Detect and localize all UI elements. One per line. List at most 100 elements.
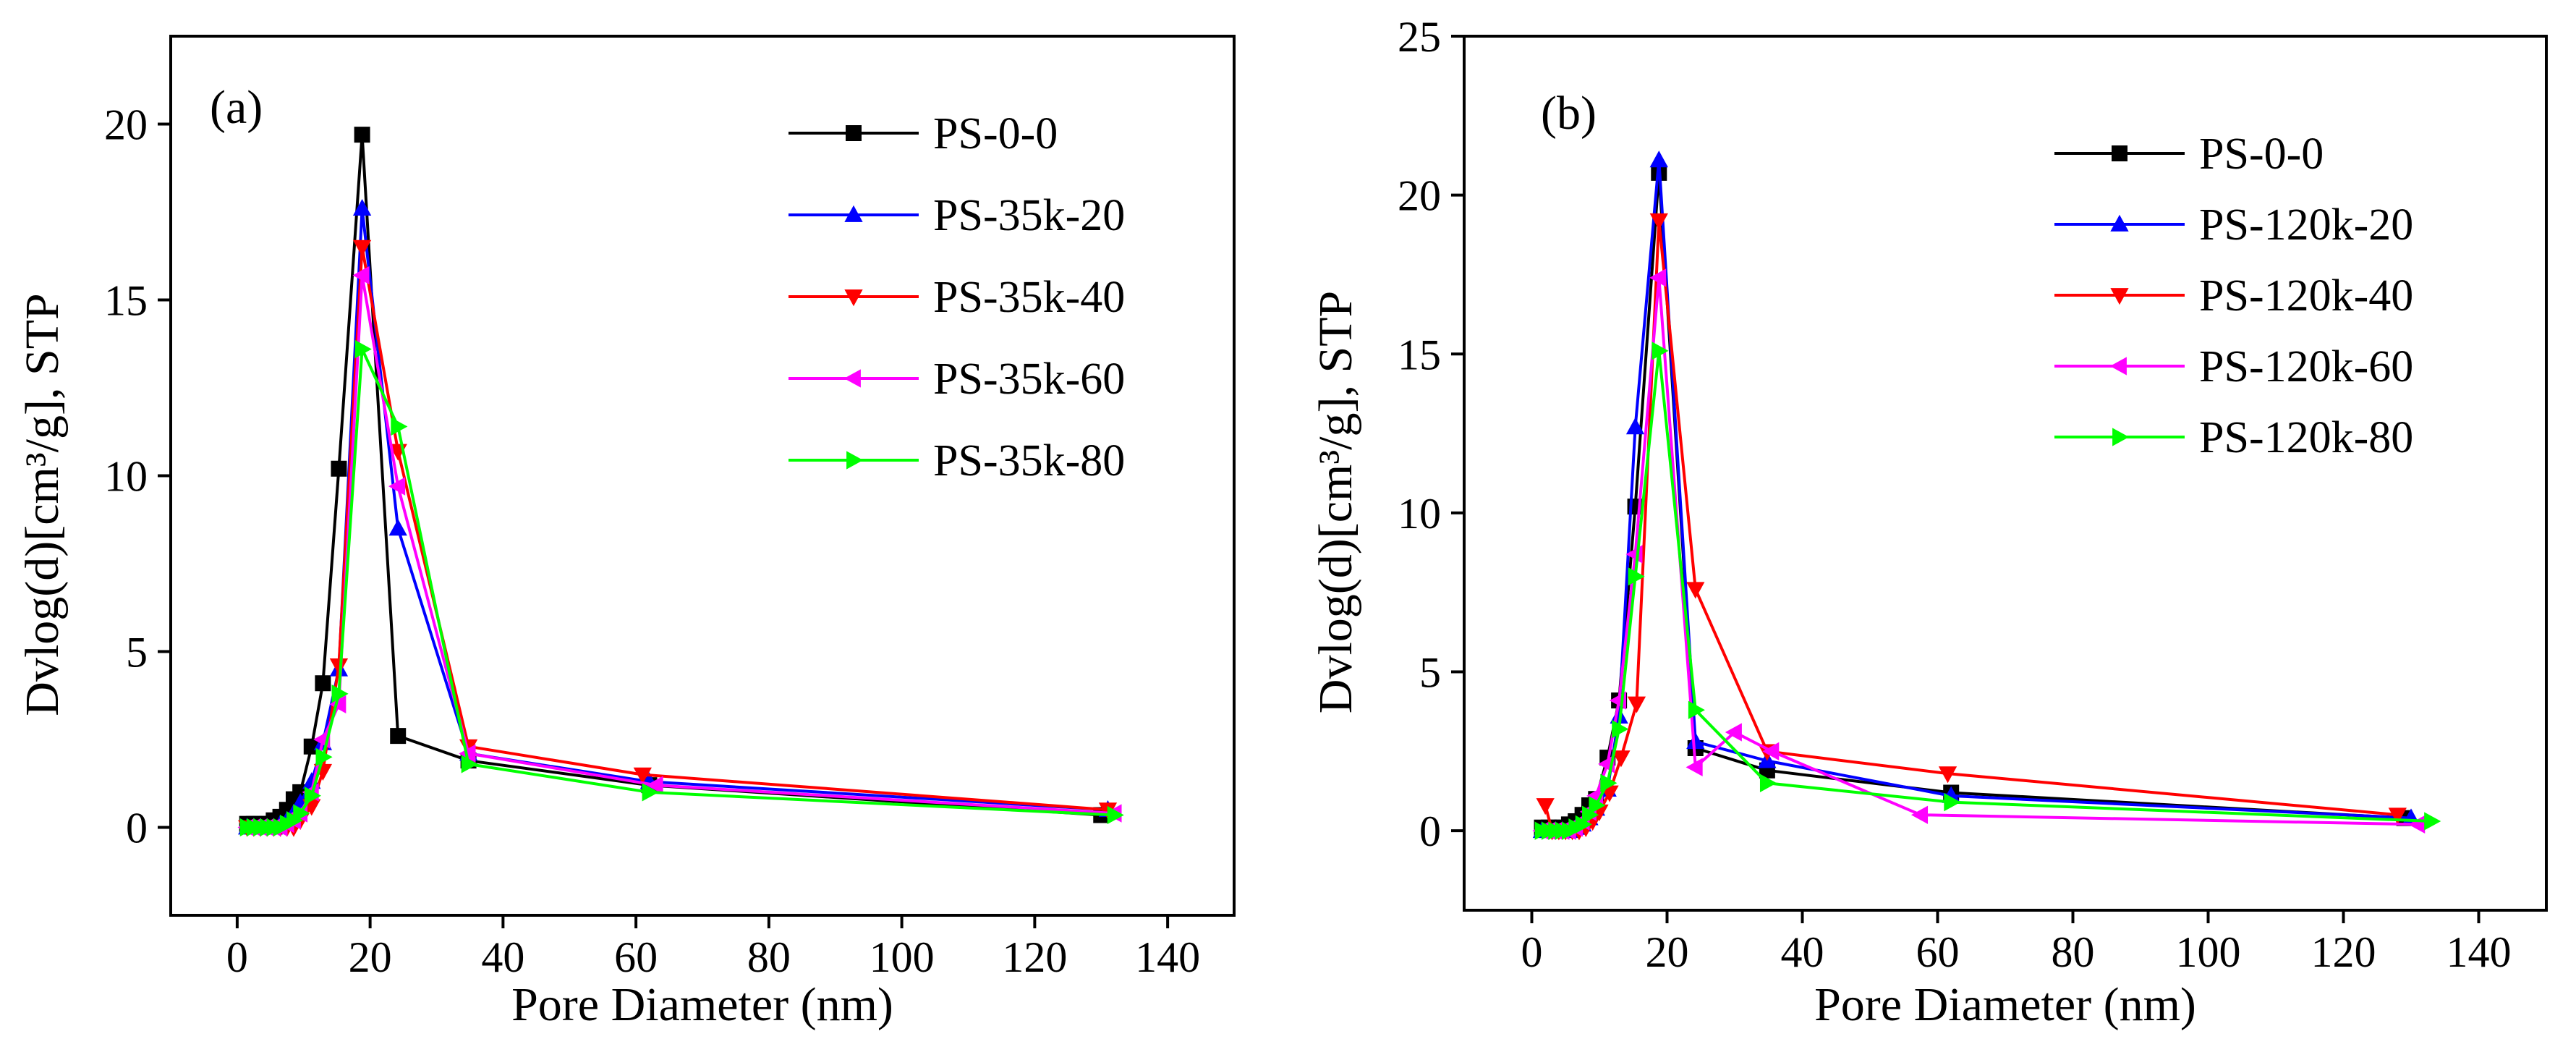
data-point <box>1688 700 1705 719</box>
data-point <box>1612 719 1629 739</box>
data-point <box>329 695 347 714</box>
data-point <box>1938 766 1957 784</box>
y-tick-label: 25 <box>1398 13 1441 61</box>
data-point <box>1536 798 1555 815</box>
data-point <box>303 738 320 755</box>
legend-entry: PS-120k-40 <box>2054 271 2413 321</box>
x-tick-label: 0 <box>226 933 248 981</box>
x-tick-label: 120 <box>1002 933 1067 981</box>
x-tick-label: 60 <box>1916 928 1960 976</box>
y-tick-label: 15 <box>104 277 148 325</box>
chart-panel-b: 0 20 40 60 80 100 120 140 0 5 10 15 20 25 Pore Diamete… <box>1309 13 2548 1031</box>
data-point <box>388 519 407 536</box>
data-point <box>1649 268 1667 287</box>
y-tick-label: 20 <box>104 101 148 149</box>
x-tick-label: 140 <box>2447 928 2512 976</box>
legend-marker <box>844 205 863 222</box>
data-point <box>1649 150 1668 168</box>
x-tick-label: 60 <box>614 933 658 981</box>
data-point <box>1686 732 1705 750</box>
data-point <box>2388 807 2407 825</box>
legend-marker <box>2112 145 2127 161</box>
data-point <box>352 266 370 285</box>
x-axis-title: Pore Diameter (nm) <box>511 978 893 1031</box>
x-tick-label: 100 <box>870 933 935 981</box>
data-point <box>1612 750 1631 768</box>
data-point <box>2424 812 2441 831</box>
data-point <box>329 658 349 676</box>
x-axis-title: Pore Diameter (nm) <box>1814 978 2196 1031</box>
y-axis-title: Dvlog(d)[cm³/g], STP <box>16 293 69 716</box>
y-tick-label: 10 <box>104 453 148 501</box>
data-point <box>1625 417 1645 435</box>
data-point <box>633 767 652 784</box>
x-tick-label: 100 <box>2176 928 2241 976</box>
legend-entry: PS-0-0 <box>2054 130 2324 179</box>
legend-marker <box>2109 357 2127 376</box>
data-point <box>1582 805 1599 824</box>
data-point <box>1575 815 1592 834</box>
x-tick-label: 40 <box>481 933 524 981</box>
legend-label: PS-120k-40 <box>2199 271 2413 321</box>
legend-label: PS-35k-20 <box>933 191 1125 240</box>
data-point <box>646 776 663 794</box>
legend-entry: PS-35k-80 <box>788 436 1125 486</box>
y-tick-label: 0 <box>1419 807 1441 855</box>
data-point <box>354 339 372 359</box>
data-point <box>293 804 310 823</box>
data-point <box>642 783 659 802</box>
legend-marker <box>2112 428 2130 446</box>
legend-label: PS-0-0 <box>933 109 1058 158</box>
legend-entry: PS-35k-40 <box>788 273 1125 322</box>
legend-entry: PS-120k-80 <box>2054 413 2413 462</box>
legend-label: PS-35k-60 <box>933 355 1125 404</box>
legend-marker <box>843 369 861 388</box>
legend-entry: PS-0-0 <box>788 109 1058 158</box>
y-tick-label: 15 <box>1398 331 1441 378</box>
data-point <box>1649 213 1668 230</box>
data-point <box>1762 742 1780 761</box>
y-tick-label: 0 <box>126 805 148 852</box>
data-point <box>1759 773 1777 792</box>
data-point <box>354 127 370 143</box>
y-tick-label: 20 <box>1398 172 1441 220</box>
y-tick-label: 10 <box>1398 490 1441 538</box>
data-point <box>390 728 407 745</box>
legend-entry: PS-120k-20 <box>2054 200 2413 250</box>
legend-marker <box>846 125 862 141</box>
legend-entry: PS-35k-60 <box>788 355 1125 404</box>
legend-marker <box>2110 214 2129 232</box>
chart-panel-a: 0 20 40 60 80 100 120 140 0 5 10 15 20 Pore Diameter … <box>16 35 1236 1031</box>
data-point <box>352 198 372 216</box>
x-tick-label: 120 <box>2311 928 2376 976</box>
data-point <box>1686 758 1703 776</box>
data-point <box>461 755 478 773</box>
data-point <box>331 460 347 477</box>
y-axis-title: Dvlog(d)[cm³/g], STP <box>1309 291 1362 713</box>
legend-label: PS-120k-60 <box>2199 342 2413 391</box>
data-point <box>1107 805 1124 825</box>
series-PS-120k-80 <box>1534 342 2441 840</box>
legend-entry: PS-120k-60 <box>2054 342 2413 391</box>
data-point <box>315 675 331 692</box>
data-point <box>1652 342 1669 360</box>
data-point <box>331 684 349 703</box>
legend-label: PS-35k-40 <box>933 273 1125 322</box>
legend-label: PS-35k-80 <box>933 436 1125 486</box>
data-point <box>388 477 406 496</box>
series-PS-35k-80 <box>239 339 1124 837</box>
x-tick-label: 0 <box>1521 928 1543 976</box>
legend-label: PS-120k-20 <box>2199 200 2413 250</box>
x-tick-label: 80 <box>2052 928 2095 976</box>
panel-label: (a) <box>210 81 263 134</box>
data-point <box>1627 696 1646 713</box>
data-point <box>1628 567 1645 586</box>
legend-marker <box>846 451 864 470</box>
data-point <box>1944 792 1961 812</box>
legend-label: PS-120k-80 <box>2199 413 2413 462</box>
legend-label: PS-0-0 <box>2199 130 2324 179</box>
data-point <box>1725 723 1742 742</box>
panel-label: (b) <box>1541 87 1597 140</box>
x-tick-label: 140 <box>1135 933 1200 981</box>
